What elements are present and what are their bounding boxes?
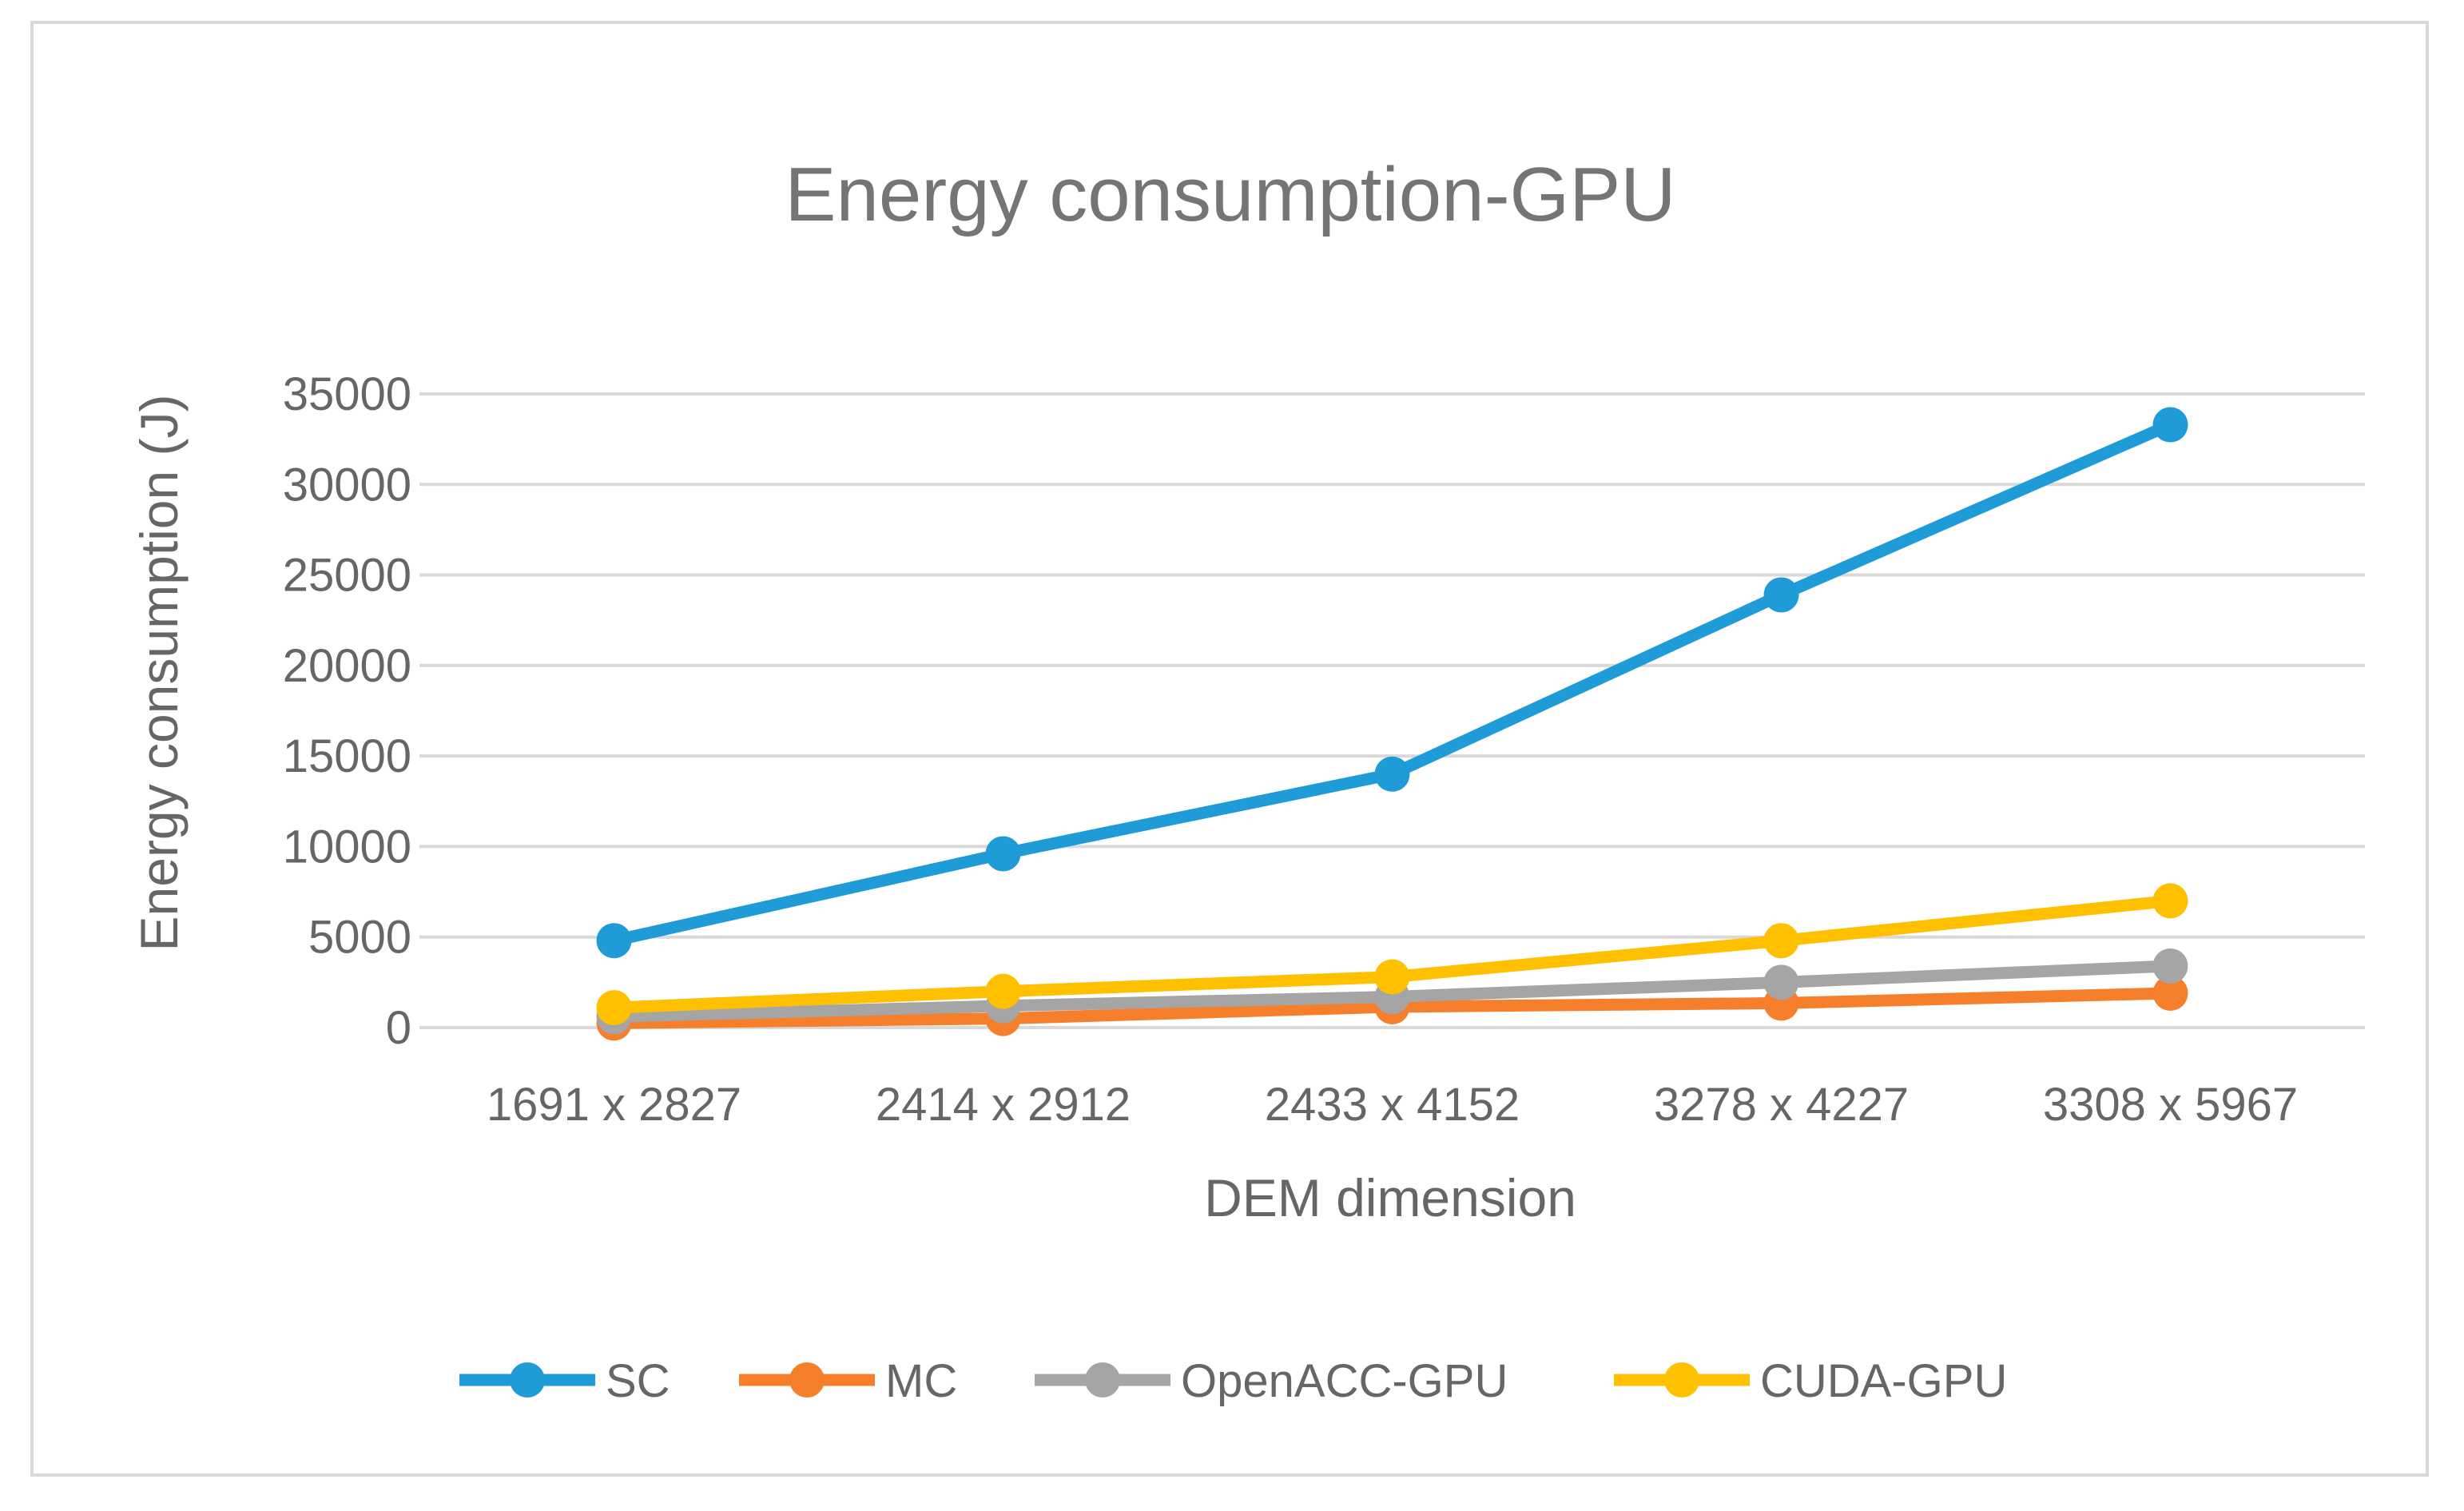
legend-label: MC	[885, 1355, 957, 1407]
data-point	[1763, 964, 1799, 1000]
series-lines	[596, 407, 2188, 1041]
y-tick-labels: 0 5000 10000 15000 20000 25000 30000 35000	[283, 368, 411, 1054]
gridlines	[419, 392, 2365, 1029]
data-point	[2152, 948, 2188, 984]
data-point	[2152, 407, 2188, 443]
data-point	[1763, 577, 1799, 613]
series-line	[608, 419, 2176, 947]
y-tick-label: 25000	[283, 550, 411, 602]
data-point	[1763, 923, 1799, 959]
y-tick-label: 10000	[283, 821, 411, 873]
data-point	[596, 990, 632, 1026]
data-point	[985, 836, 1021, 872]
y-tick-label: 35000	[283, 368, 411, 420]
y-axis-label: Energy consumption (J)	[129, 395, 189, 952]
data-point	[1374, 756, 1410, 792]
x-tick-labels: 1691 x 2827 2414 x 2912 2433 x 4152 3278 x …	[487, 1079, 2298, 1131]
legend-entry: SC	[459, 1355, 670, 1407]
legend-swatch-marker	[789, 1362, 825, 1398]
chart-frame	[30, 21, 2429, 1477]
legend-label: SC	[606, 1355, 670, 1407]
x-tick-label: 2414 x 2912	[876, 1079, 1131, 1131]
x-tick-label: 1691 x 2827	[487, 1079, 741, 1131]
legend: SC MC OpenACC-GPU CUDA-GPU	[459, 1355, 2007, 1407]
legend-swatch-marker	[510, 1362, 545, 1398]
legend-swatch-marker	[1085, 1362, 1120, 1398]
x-tick-label: 3278 x 4227	[1654, 1079, 1909, 1131]
y-tick-label: 20000	[283, 640, 411, 692]
data-point	[2152, 975, 2188, 1011]
x-tick-label: 3308 x 5967	[2043, 1079, 2298, 1131]
y-tick-label: 30000	[283, 459, 411, 511]
legend-label: CUDA-GPU	[1760, 1355, 2007, 1407]
series-sc	[596, 407, 2188, 959]
y-tick-label: 0	[386, 1002, 411, 1054]
data-point	[1374, 959, 1410, 995]
legend-swatch-marker	[1664, 1362, 1699, 1398]
y-tick-label: 5000	[308, 912, 411, 964]
chart-title: Energy consumption-GPU	[785, 152, 1675, 237]
y-tick-label: 15000	[283, 730, 411, 782]
x-tick-label: 2433 x 4152	[1265, 1079, 1520, 1131]
legend-entry: MC	[739, 1355, 957, 1407]
legend-entry: OpenACC-GPU	[1035, 1355, 1508, 1407]
x-axis-label: DEM dimension	[1204, 1168, 1576, 1227]
data-point	[985, 973, 1021, 1009]
legend-label: OpenACC-GPU	[1181, 1355, 1508, 1407]
legend-entry: CUDA-GPU	[1614, 1355, 2007, 1407]
series-cuda-gpu	[596, 883, 2188, 1026]
data-point	[596, 923, 632, 959]
data-point	[2152, 883, 2188, 919]
